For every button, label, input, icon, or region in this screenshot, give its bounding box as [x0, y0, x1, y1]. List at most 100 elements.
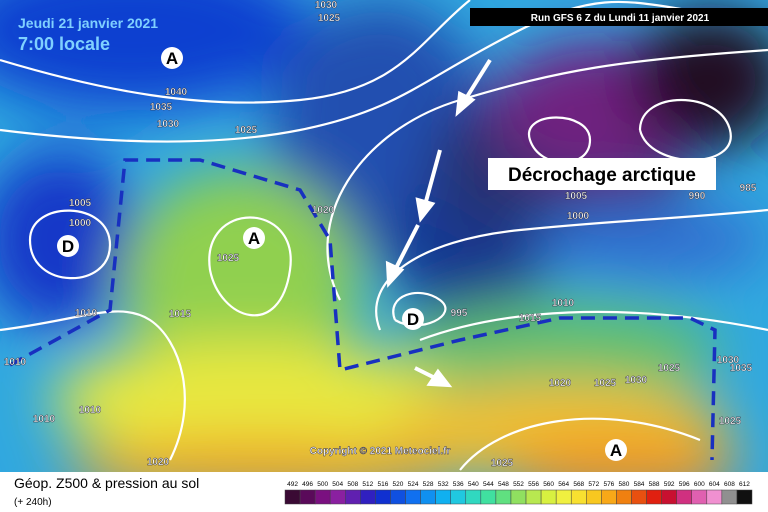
color-scale: 492 496 500 504 508 512 516 520 524 528 532 536 540 5… [284, 481, 753, 505]
legend-title: Géop. Z500 & pression au sol [14, 475, 199, 491]
forecast-time: 7:00 locale [18, 34, 110, 54]
scale-label: 612 [739, 481, 750, 488]
center-marker [161, 47, 183, 69]
pressure-label: 990 [689, 191, 706, 202]
pressure-label: 1010 [33, 414, 56, 425]
scale-swatch [465, 489, 482, 505]
pressure-label: 1000 [69, 218, 92, 229]
scale-swatch [601, 489, 617, 505]
scale-swatch [360, 489, 376, 505]
pressure-label: 1025 [318, 13, 341, 24]
pressure-label: 1025 [594, 378, 617, 389]
scale-label: 508 [347, 481, 358, 488]
scale-label: 556 [528, 481, 539, 488]
scale-label: 584 [634, 481, 645, 488]
scale-label: 588 [649, 481, 660, 488]
annotation: Décrochage arctique [508, 165, 696, 186]
scale-swatch [706, 489, 723, 505]
scale-label: 564 [558, 481, 569, 488]
pressure-label: 1035 [150, 102, 173, 113]
scale-label: 568 [573, 481, 584, 488]
scale-label: 524 [408, 481, 419, 488]
scale-swatch [510, 489, 527, 505]
scale-swatch [586, 489, 602, 505]
scale-swatch [540, 489, 557, 505]
scale-swatch [525, 489, 542, 505]
pressure-label: 1005 [565, 191, 588, 202]
scale-label: 512 [362, 481, 373, 488]
run-banner [470, 8, 768, 26]
scale-label: 572 [588, 481, 599, 488]
scale-swatch [691, 489, 708, 505]
scale-swatch [405, 489, 421, 505]
pressure-label: 1020 [147, 457, 170, 468]
pressure-label: 1010 [79, 405, 102, 416]
scale-label: 500 [317, 481, 328, 488]
scale-label: 528 [423, 481, 434, 488]
copyright: Copyright © 2021 Meteociel.fr [310, 446, 451, 457]
pressure-labels: 1030102510401035103010251005100010201025… [4, 0, 757, 469]
scale-swatch [390, 489, 406, 505]
scale-swatch [736, 489, 753, 505]
scale-label: 496 [302, 481, 313, 488]
scale-swatch [345, 489, 361, 505]
pressure-label: 1020 [312, 205, 335, 216]
annotation-box [488, 158, 716, 190]
pressure-label: 1030 [625, 375, 648, 386]
scale-label: 520 [393, 481, 404, 488]
pressure-label: 1025 [719, 416, 742, 427]
pressure-label: 1035 [730, 363, 753, 374]
scale-label: 592 [664, 481, 675, 488]
scale-swatch [375, 489, 391, 505]
scale-label: 536 [453, 481, 464, 488]
pressure-label: 1030 [315, 0, 338, 11]
scale-swatch [631, 489, 647, 505]
scale-swatch [480, 489, 497, 505]
scale-swatch [570, 489, 587, 505]
center-marker [243, 227, 265, 249]
pressure-label: 995 [451, 308, 468, 319]
pressure-label: 1030 [157, 119, 180, 130]
pressure-label: 1010 [75, 308, 98, 319]
center-letter: A [166, 49, 178, 68]
map-field: Run GFS 6 Z du Lundi 11 janvier 2021 Jeu… [0, 0, 768, 472]
forecast-date: Jeudi 21 janvier 2021 [18, 15, 158, 31]
pressure-centers: A A A D D [57, 47, 627, 461]
center-letter: D [62, 237, 74, 256]
pressure-label: 1010 [552, 298, 575, 309]
scale-label: 596 [679, 481, 690, 488]
scale-label: 516 [377, 481, 388, 488]
scale-swatch [329, 489, 346, 505]
pressure-label: 1015 [519, 313, 542, 324]
scale-swatch [420, 489, 436, 505]
scale-swatch [676, 489, 692, 505]
scale-swatch [616, 489, 632, 505]
pressure-label: 1010 [4, 357, 27, 368]
scale-label: 532 [438, 481, 449, 488]
center-letter: A [610, 441, 622, 460]
pressure-label: 1005 [69, 198, 92, 209]
center-marker [605, 439, 627, 461]
scale-swatch [646, 489, 662, 505]
pressure-label: 985 [740, 183, 757, 194]
scale-label: 560 [543, 481, 554, 488]
scale-swatch [435, 489, 451, 505]
scale-label: 604 [709, 481, 720, 488]
scale-swatch [299, 489, 316, 505]
legend-lead: (+ 240h) [14, 497, 52, 508]
scale-swatch [450, 489, 467, 505]
scale-label: 580 [619, 481, 630, 488]
pressure-label: 1025 [491, 458, 514, 469]
pressure-label: 1000 [567, 211, 590, 222]
pressure-label: 1025 [217, 253, 240, 264]
pressure-label: 1020 [549, 378, 572, 389]
scale-swatch [661, 489, 677, 505]
pressure-label: 1025 [235, 125, 258, 136]
center-letter: D [407, 310, 419, 329]
center-letter: A [248, 229, 260, 248]
scale-label: 600 [694, 481, 705, 488]
scale-swatch [555, 489, 572, 505]
run-info: Run GFS 6 Z du Lundi 11 janvier 2021 [531, 13, 710, 24]
scale-label: 492 [287, 481, 298, 488]
scale-swatch [314, 489, 331, 505]
